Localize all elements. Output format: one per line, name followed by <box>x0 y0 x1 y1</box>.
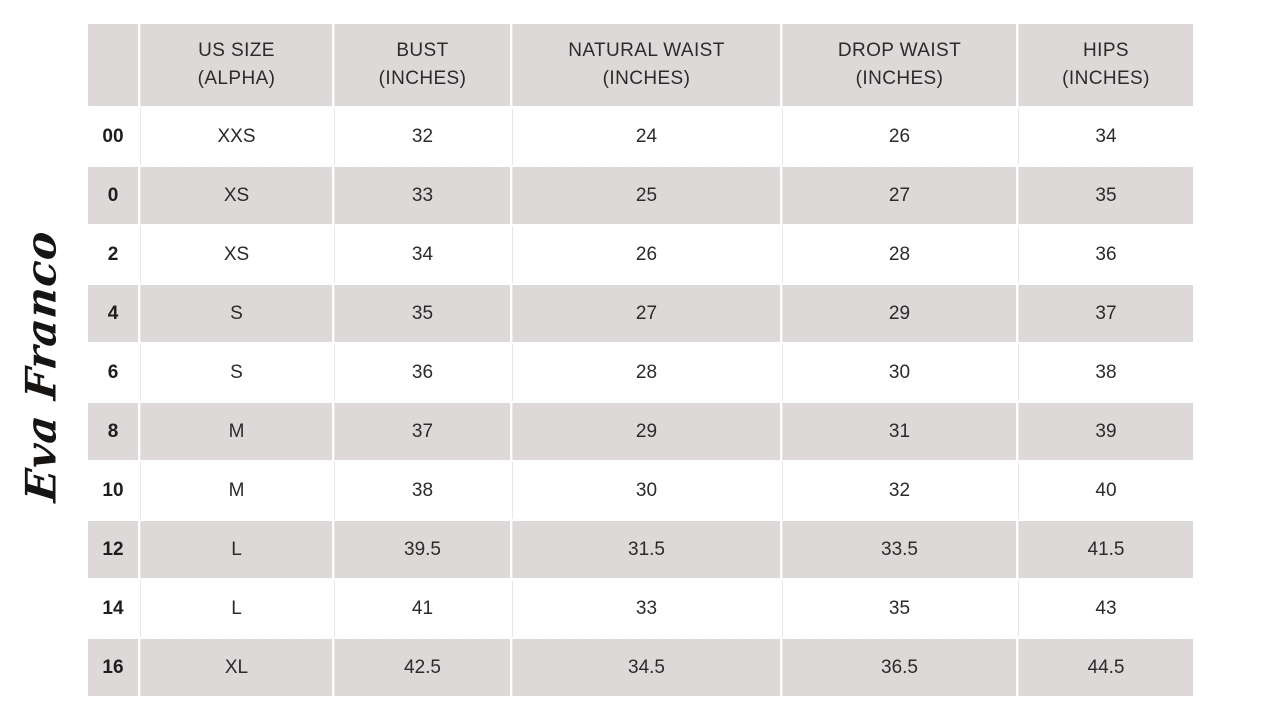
cell-hips: 38 <box>1018 344 1193 401</box>
cell-bust: 41 <box>334 580 510 637</box>
size-chart-body: 00 XXS 32 24 26 34 0 XS 33 25 27 35 2 XS… <box>88 108 1193 696</box>
size-chart-header: US SIZE (ALPHA) BUST (INCHES) NATURAL WA… <box>88 24 1193 106</box>
cell-alpha-size: XS <box>140 226 332 283</box>
cell-alpha-size: S <box>140 344 332 401</box>
cell-drop-waist: 32 <box>782 462 1016 519</box>
cell-bust: 34 <box>334 226 510 283</box>
row-size-label: 6 <box>88 344 138 401</box>
cell-bust: 33 <box>334 167 510 224</box>
cell-drop-waist: 33.5 <box>782 521 1016 578</box>
table-row: 0 XS 33 25 27 35 <box>88 167 1193 224</box>
col-header-line1: DROP WAIST <box>837 40 962 62</box>
cell-natural-waist: 33 <box>512 580 780 637</box>
row-size-label: 14 <box>88 580 138 637</box>
cell-hips: 39 <box>1018 403 1193 460</box>
col-header-line2: (INCHES) <box>855 68 944 89</box>
col-header-line2: (INCHES) <box>602 68 691 89</box>
cell-bust: 32 <box>334 108 510 165</box>
row-size-label: 00 <box>88 108 138 165</box>
size-chart-table: US SIZE (ALPHA) BUST (INCHES) NATURAL WA… <box>86 22 1195 698</box>
cell-natural-waist: 26 <box>512 226 780 283</box>
header-row: US SIZE (ALPHA) BUST (INCHES) NATURAL WA… <box>88 24 1193 106</box>
cell-bust: 35 <box>334 285 510 342</box>
cell-drop-waist: 31 <box>782 403 1016 460</box>
col-header-line2: (INCHES) <box>1062 68 1150 89</box>
cell-hips: 43 <box>1018 580 1193 637</box>
cell-natural-waist: 30 <box>512 462 780 519</box>
col-header-line2: (INCHES) <box>378 68 467 89</box>
cell-drop-waist: 26 <box>782 108 1016 165</box>
cell-natural-waist: 25 <box>512 167 780 224</box>
cell-natural-waist: 29 <box>512 403 780 460</box>
cell-drop-waist: 29 <box>782 285 1016 342</box>
row-size-label: 16 <box>88 639 138 696</box>
col-header-us-size: US SIZE (ALPHA) <box>140 24 332 106</box>
row-size-label: 12 <box>88 521 138 578</box>
row-size-label: 10 <box>88 462 138 519</box>
cell-hips: 36 <box>1018 226 1193 283</box>
cell-alpha-size: XS <box>140 167 332 224</box>
table-row: 2 XS 34 26 28 36 <box>88 226 1193 283</box>
row-size-label: 0 <box>88 167 138 224</box>
cell-bust: 37 <box>334 403 510 460</box>
table-row: 00 XXS 32 24 26 34 <box>88 108 1193 165</box>
cell-hips: 41.5 <box>1018 521 1193 578</box>
brand-logo: Eva Franco <box>16 228 66 504</box>
cell-natural-waist: 24 <box>512 108 780 165</box>
cell-bust: 36 <box>334 344 510 401</box>
col-header-line2: (ALPHA) <box>197 68 276 89</box>
table-row: 8 M 37 29 31 39 <box>88 403 1193 460</box>
cell-alpha-size: S <box>140 285 332 342</box>
cell-hips: 44.5 <box>1018 639 1193 696</box>
cell-hips: 34 <box>1018 108 1193 165</box>
cell-alpha-size: L <box>140 521 332 578</box>
row-size-label: 2 <box>88 226 138 283</box>
col-header-line1: NATURAL WAIST <box>568 40 725 62</box>
cell-drop-waist: 35 <box>782 580 1016 637</box>
cell-alpha-size: XXS <box>140 108 332 165</box>
table-row: 6 S 36 28 30 38 <box>88 344 1193 401</box>
cell-hips: 40 <box>1018 462 1193 519</box>
col-header-hips: HIPS (INCHES) <box>1018 24 1193 106</box>
col-header-bust: BUST (INCHES) <box>334 24 510 106</box>
col-header-line1: HIPS <box>1083 40 1129 62</box>
row-size-label: 4 <box>88 285 138 342</box>
cell-natural-waist: 28 <box>512 344 780 401</box>
cell-drop-waist: 30 <box>782 344 1016 401</box>
cell-alpha-size: M <box>140 462 332 519</box>
col-header-line1: US SIZE <box>198 40 275 62</box>
cell-drop-waist: 27 <box>782 167 1016 224</box>
table-row: 4 S 35 27 29 37 <box>88 285 1193 342</box>
col-header-drop-waist: DROP WAIST (INCHES) <box>782 24 1016 106</box>
cell-natural-waist: 27 <box>512 285 780 342</box>
col-header-natural-waist: NATURAL WAIST (INCHES) <box>512 24 780 106</box>
cell-drop-waist: 36.5 <box>782 639 1016 696</box>
table-row: 14 L 41 33 35 43 <box>88 580 1193 637</box>
cell-drop-waist: 28 <box>782 226 1016 283</box>
corner-cell <box>88 24 138 106</box>
table-row: 16 XL 42.5 34.5 36.5 44.5 <box>88 639 1193 696</box>
cell-alpha-size: M <box>140 403 332 460</box>
col-header-line1: BUST <box>396 40 449 62</box>
cell-alpha-size: XL <box>140 639 332 696</box>
cell-bust: 39.5 <box>334 521 510 578</box>
cell-natural-waist: 34.5 <box>512 639 780 696</box>
table-row: 10 M 38 30 32 40 <box>88 462 1193 519</box>
cell-hips: 35 <box>1018 167 1193 224</box>
table-row: 12 L 39.5 31.5 33.5 41.5 <box>88 521 1193 578</box>
cell-bust: 38 <box>334 462 510 519</box>
cell-bust: 42.5 <box>334 639 510 696</box>
row-size-label: 8 <box>88 403 138 460</box>
cell-hips: 37 <box>1018 285 1193 342</box>
cell-natural-waist: 31.5 <box>512 521 780 578</box>
cell-alpha-size: L <box>140 580 332 637</box>
